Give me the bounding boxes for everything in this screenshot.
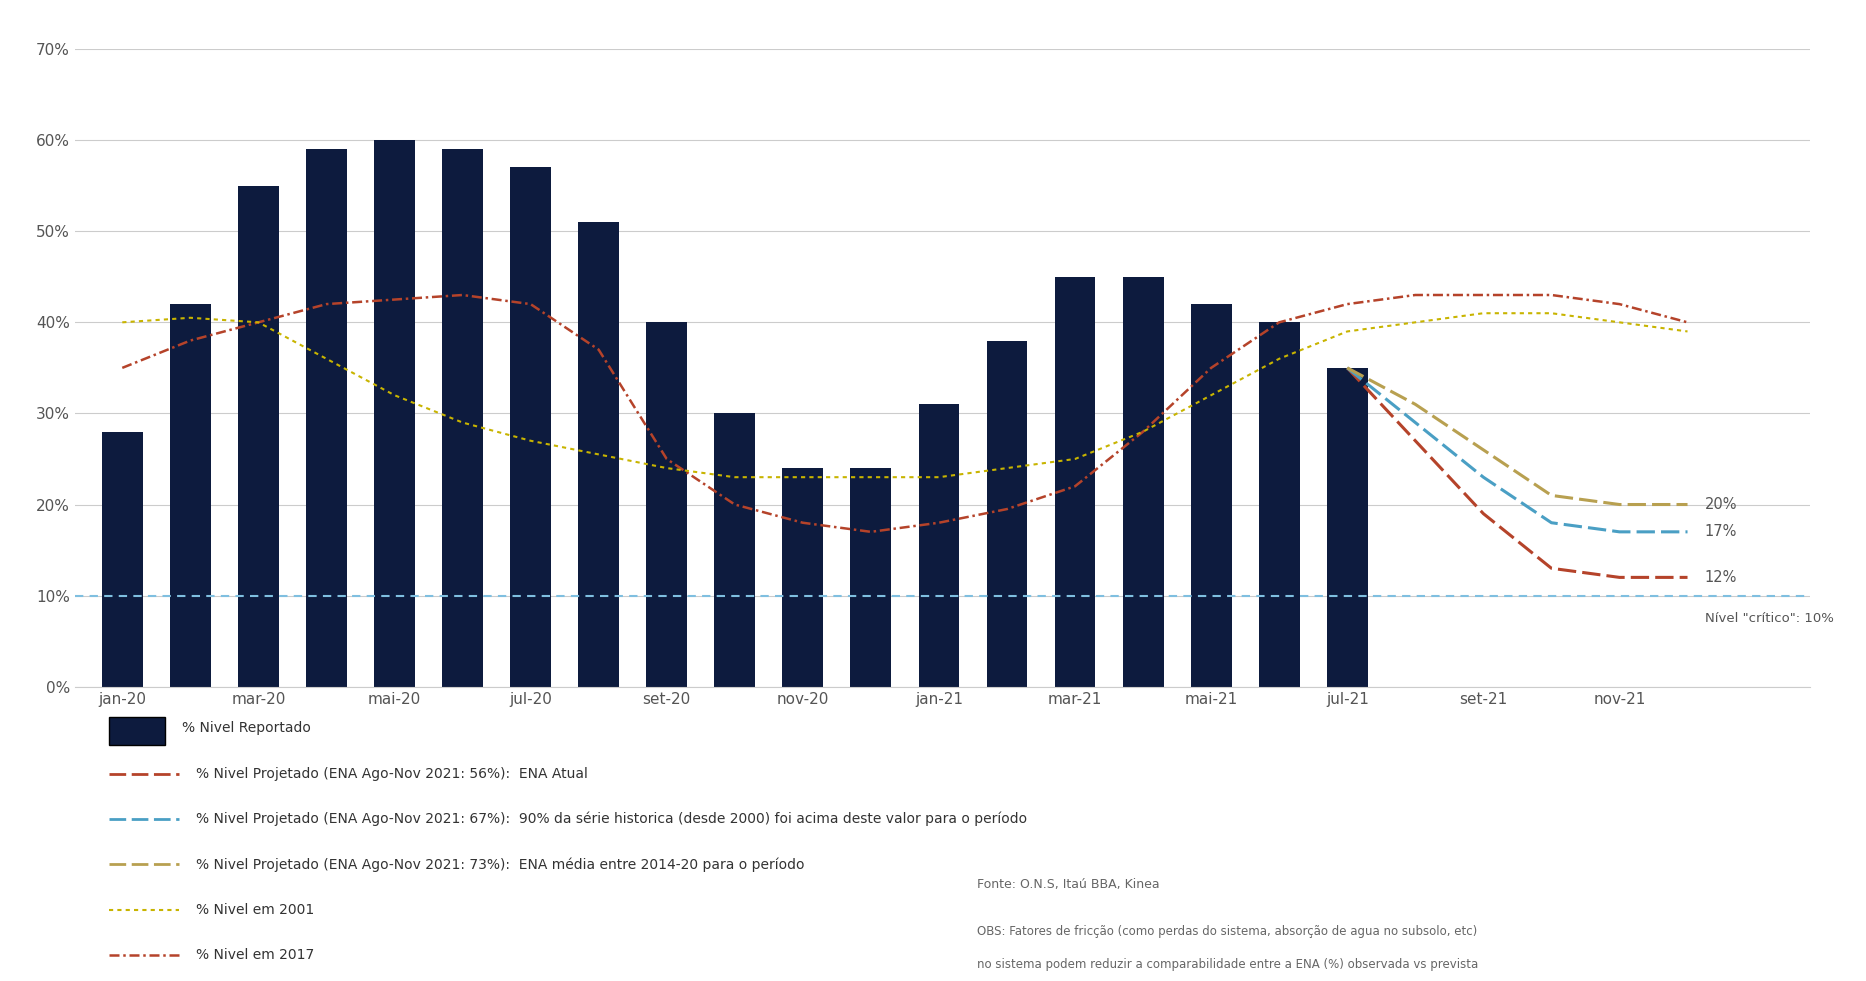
Bar: [1123, 277, 1164, 687]
Bar: [782, 468, 823, 687]
Text: % Nivel em 2001: % Nivel em 2001: [196, 903, 313, 916]
Text: 17%: 17%: [1704, 524, 1737, 540]
Bar: [851, 468, 892, 687]
Bar: [646, 323, 687, 687]
Bar: [987, 340, 1028, 687]
Bar: [373, 140, 414, 687]
Text: % Nivel Reportado: % Nivel Reportado: [183, 721, 312, 736]
Text: 12%: 12%: [1704, 570, 1737, 585]
Text: % Nivel Projetado (ENA Ago-Nov 2021: 73%):  ENA média entre 2014-20 para o perío: % Nivel Projetado (ENA Ago-Nov 2021: 73%…: [196, 857, 804, 871]
Bar: [578, 222, 620, 687]
Text: Fonte: O.N.S, Itaú BBA, Kinea: Fonte: O.N.S, Itaú BBA, Kinea: [978, 878, 1159, 892]
Bar: [1260, 323, 1299, 687]
Text: % Nivel Projetado (ENA Ago-Nov 2021: 67%):  90% da série historica (desde 2000) : % Nivel Projetado (ENA Ago-Nov 2021: 67%…: [196, 811, 1028, 826]
Text: % Nivel Projetado (ENA Ago-Nov 2021: 56%):  ENA Atual: % Nivel Projetado (ENA Ago-Nov 2021: 56%…: [196, 766, 588, 781]
Bar: [1327, 368, 1368, 687]
Text: no sistema podem reduzir a comparabilidade entre a ENA (%) observada vs prevista: no sistema podem reduzir a comparabilida…: [978, 958, 1478, 971]
Bar: [170, 304, 211, 687]
Bar: [239, 185, 278, 687]
Bar: [306, 149, 347, 687]
FancyBboxPatch shape: [110, 717, 164, 745]
Bar: [1054, 277, 1095, 687]
Bar: [103, 432, 142, 687]
Text: % Nivel em 2017: % Nivel em 2017: [196, 948, 313, 962]
Bar: [442, 149, 483, 687]
Bar: [918, 404, 959, 687]
Bar: [509, 168, 550, 687]
Bar: [715, 413, 756, 687]
Text: OBS: Fatores de fricção (como perdas do sistema, absorção de agua no subsolo, et: OBS: Fatores de fricção (como perdas do …: [978, 925, 1478, 938]
Bar: [1191, 304, 1232, 687]
Text: Nível "crítico": 10%: Nível "crítico": 10%: [1704, 612, 1834, 625]
Text: 20%: 20%: [1704, 497, 1737, 512]
